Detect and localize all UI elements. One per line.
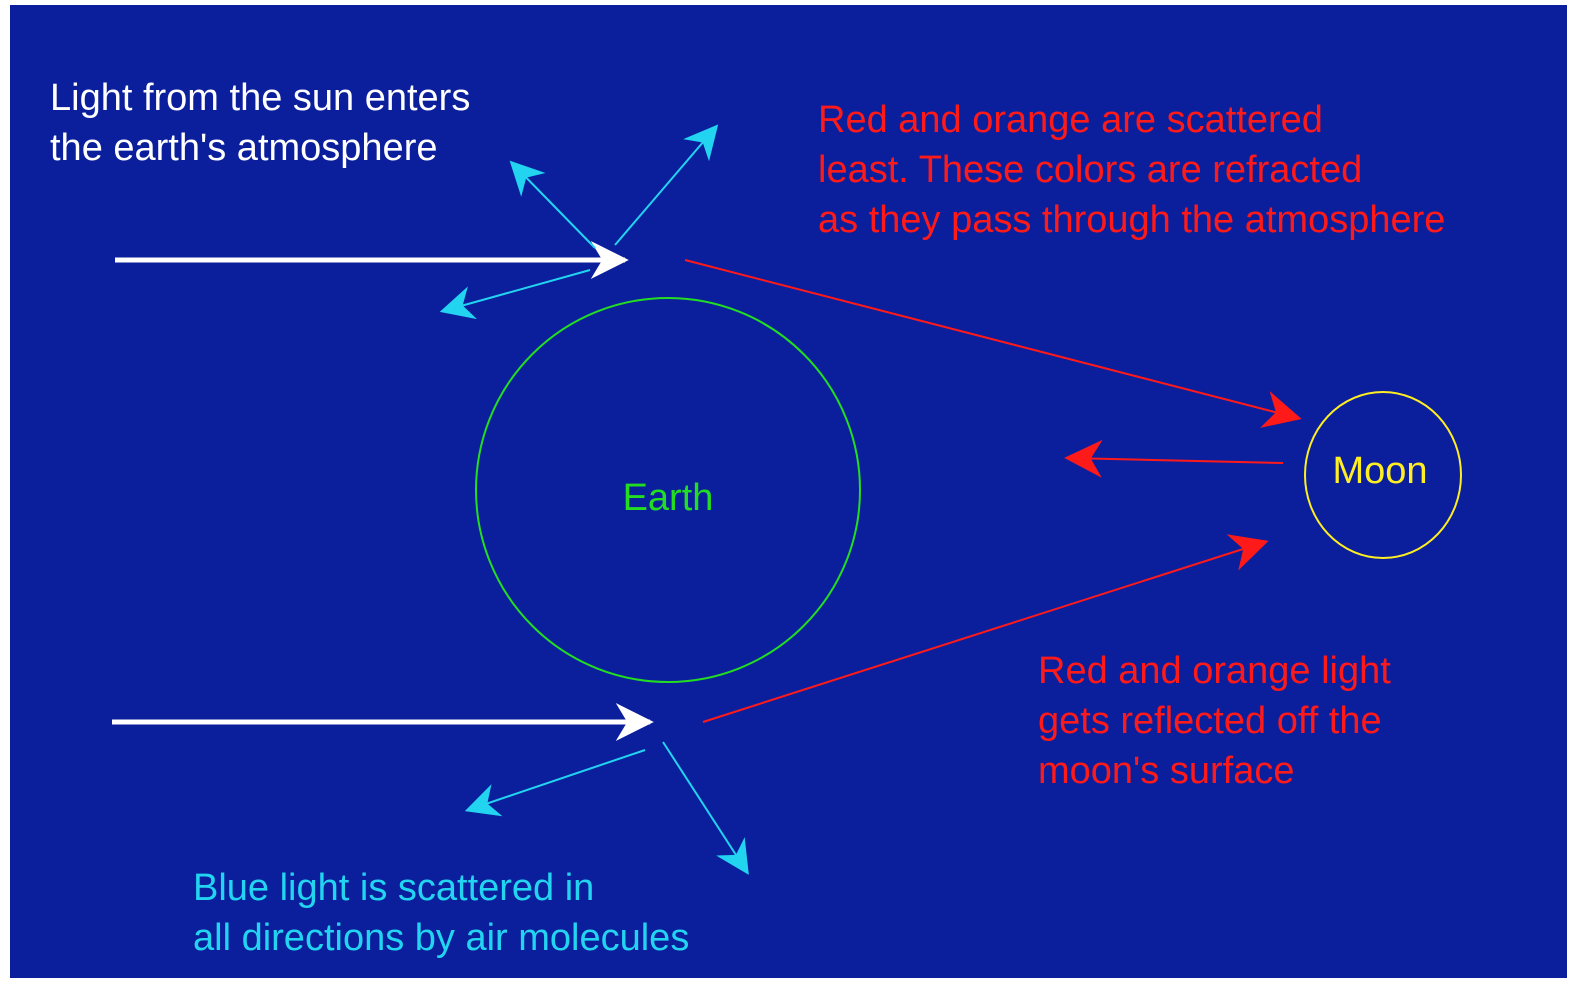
moon-circle [1304,391,1462,559]
scatter-arrows [439,124,749,875]
refracted-arrow [684,259,1302,428]
note-line: as they pass through the atmosphere [818,199,1445,241]
scatter-arrow [614,124,719,246]
note-line: gets reflected off the [1038,700,1382,742]
sunlight-note: Light from the sun enters the earth's at… [50,77,470,169]
scatter-arrow [662,741,749,875]
note-line: Red and orange light [1038,650,1391,692]
red-arrows [684,259,1302,723]
refracted-arrow [702,534,1269,723]
reflected-note: Red and orange light gets reflected off … [1038,650,1391,792]
refracted-note: Red and orange are scattered least. Thes… [818,99,1445,241]
reflected-arrow [1064,439,1284,478]
scatter-arrow [464,749,646,817]
note-line: moon's surface [1038,750,1294,792]
note-line: least. These colors are refracted [818,149,1362,191]
note-line: the earth's atmosphere [50,127,437,169]
note-line: Red and orange are scattered [818,99,1323,141]
earth-label: Earth [623,477,714,519]
scatter-arrow [439,269,591,320]
note-line: all directions by air molecules [193,917,689,959]
scattered-note: Blue light is scattered in all direction… [193,867,689,959]
note-line: Blue light is scattered in [193,867,594,909]
moon-label: Moon [1332,450,1427,492]
note-line: Light from the sun enters [50,77,470,119]
earth-circle [475,297,861,683]
scatter-arrow [509,160,596,249]
